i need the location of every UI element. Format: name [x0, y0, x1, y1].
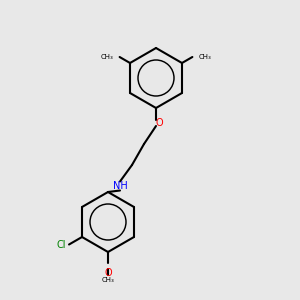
Text: CH₃: CH₃: [198, 54, 211, 60]
Text: O: O: [104, 268, 112, 278]
Text: O: O: [155, 118, 163, 128]
Text: CH₃: CH₃: [102, 278, 114, 284]
Text: CH₃: CH₃: [101, 54, 114, 60]
Text: Cl: Cl: [56, 239, 66, 250]
Text: NH: NH: [112, 181, 128, 191]
